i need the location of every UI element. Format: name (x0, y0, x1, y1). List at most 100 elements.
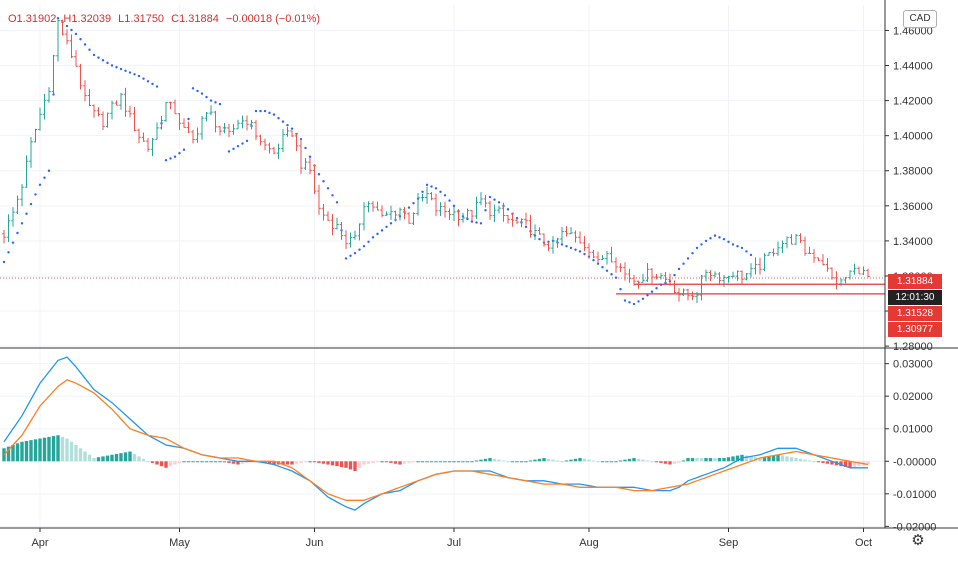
histogram-bar (425, 461, 429, 463)
time-tick-label: Aug (579, 537, 599, 549)
histogram-bar (159, 461, 164, 467)
sar-dot (407, 206, 411, 209)
histogram-bar (681, 460, 686, 462)
sar-dot (74, 32, 78, 36)
histogram-bar (407, 461, 411, 463)
histogram-bar (731, 456, 735, 462)
time-tick-label: Apr (31, 537, 48, 549)
sar-dot (700, 243, 703, 246)
histogram-bar (632, 458, 636, 462)
histogram-bar (533, 459, 537, 462)
histogram-bar (537, 458, 542, 462)
histogram-bar (285, 461, 290, 465)
sar-dot (686, 257, 690, 260)
sar-dot (218, 102, 222, 106)
histogram-bar (29, 440, 33, 462)
sar-dot (254, 109, 258, 113)
sar-dot (538, 237, 541, 241)
histogram-bar (564, 460, 569, 462)
sar-dot (641, 297, 645, 300)
histogram-bar (825, 461, 830, 464)
sar-dot (452, 204, 456, 208)
sar-dot (569, 246, 573, 250)
histogram-bar (11, 445, 15, 462)
sar-dot (713, 234, 717, 237)
sar-dot (722, 237, 726, 241)
histogram-bar (339, 461, 344, 467)
sar-dot (88, 48, 91, 51)
sar-dot (277, 116, 280, 120)
grid (0, 5, 885, 528)
sar-dot (34, 193, 37, 196)
histogram-bar (843, 461, 848, 467)
histogram-bar (213, 461, 218, 463)
histogram-bar (128, 451, 132, 462)
histogram-bar (330, 461, 335, 466)
ohlc-legend: O1.31902 H1.32039 L1.31750 C1.31884 −0.0… (8, 13, 324, 25)
histogram-bar (573, 458, 578, 462)
sar-dot (7, 251, 10, 254)
sar-dot (70, 28, 73, 32)
histogram-bar (69, 441, 74, 462)
sar-dot (182, 148, 186, 151)
sar-dot (470, 220, 474, 223)
macd-histogram (2, 435, 870, 472)
sar-dot (610, 273, 613, 276)
sar-dot (2, 260, 6, 264)
countdown-tag: 12:01:30 (888, 290, 942, 305)
histogram-bar (812, 461, 816, 463)
histogram-bar (447, 461, 452, 463)
histogram-bar (33, 439, 38, 462)
horizontal-lines[interactable] (0, 277, 885, 295)
sar-dot (178, 152, 181, 155)
histogram-bar (173, 461, 177, 465)
histogram-bar (47, 436, 51, 462)
histogram-bar (74, 445, 78, 462)
histogram-bar (695, 458, 699, 462)
histogram-bar (366, 461, 371, 464)
sar-dot (259, 109, 262, 113)
time-tick-label: May (169, 537, 190, 549)
histogram-bar (555, 460, 560, 462)
currency-button[interactable]: CAD (903, 10, 937, 28)
histogram-bar (389, 461, 393, 463)
histogram-bar (56, 435, 60, 462)
sar-dot (25, 212, 28, 215)
sar-dot (236, 144, 240, 148)
histogram-bar (483, 458, 488, 462)
sar-dot (385, 225, 388, 229)
sar-dot (646, 294, 649, 297)
sar-dot (547, 240, 550, 243)
histogram-bar (321, 461, 326, 464)
sar-dot (506, 208, 510, 211)
histogram-bar (668, 461, 672, 465)
sar-dot (11, 241, 15, 244)
histogram-bar (38, 438, 42, 462)
histogram-bar (704, 458, 708, 462)
sar-dot (704, 239, 708, 243)
histogram-bar (353, 461, 357, 472)
histogram-bar (807, 460, 812, 462)
histogram-bar (654, 461, 659, 463)
sar-dot (92, 53, 96, 57)
sar-dot (434, 187, 438, 190)
gear-icon[interactable]: ⚙ (911, 532, 925, 549)
histogram-bar (830, 461, 834, 465)
histogram-bar (227, 461, 231, 463)
histogram-bar (708, 458, 713, 462)
sar-dot (52, 93, 55, 96)
histogram-bar (155, 461, 159, 465)
histogram-bar (722, 458, 726, 462)
histogram-bar (560, 461, 564, 463)
sar-dot (592, 258, 595, 262)
histogram-bar (852, 461, 857, 467)
histogram-bar (168, 461, 173, 467)
histogram-bar (384, 461, 389, 463)
sar-dot (623, 299, 627, 302)
price-tick-label: 1.46000 (893, 25, 933, 37)
sar-dot (272, 113, 276, 116)
sar-dot (448, 199, 451, 202)
histogram-bar (303, 461, 308, 463)
histogram-bar (326, 461, 330, 465)
